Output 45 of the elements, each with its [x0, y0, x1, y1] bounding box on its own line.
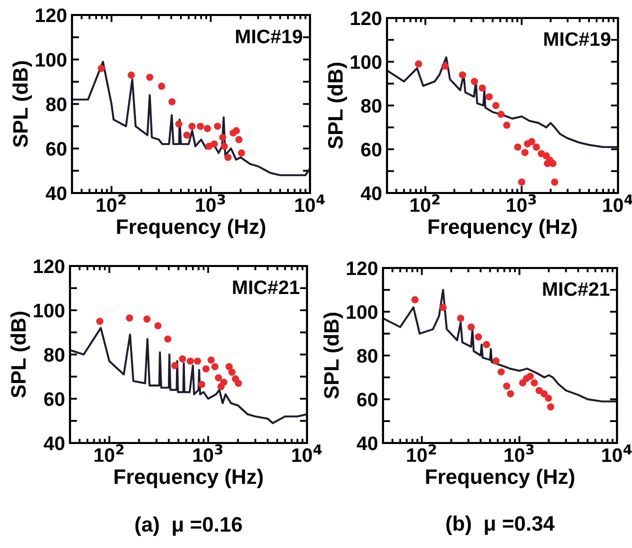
x-tick-label: 10$^{3}$ [196, 194, 226, 212]
y-tick-label: 80 [44, 348, 64, 362]
y-axis-title: SPL (dB) [10, 312, 30, 398]
annotation: MIC#19 [236, 30, 302, 44]
x-tick-label: 10$^{3}$ [504, 444, 534, 462]
x-axis-title: Frequency (Hz) [426, 468, 574, 488]
x-axis-title: Frequency (Hz) [117, 218, 266, 238]
y-tick-label: 40 [46, 186, 66, 200]
y-tick-label: 60 [46, 142, 66, 156]
x-tick-label: 10$^{3}$ [193, 444, 222, 462]
y-axis-title: SPL (dB) [12, 61, 32, 148]
x-tick-label: 10$^{2}$ [96, 194, 126, 212]
y-tick-label: 60 [361, 142, 382, 156]
annotation: MIC#19 [544, 32, 610, 46]
annotation: MIC#21 [543, 282, 610, 296]
x-tick-label: 10$^{4}$ [295, 194, 325, 212]
annotation: MIC#21 [233, 280, 300, 294]
y-tick-label: 120 [36, 8, 66, 22]
y-tick-label: 40 [356, 436, 378, 450]
y-tick-label: 80 [361, 98, 382, 113]
y-tick-label: 120 [34, 259, 64, 274]
y-tick-label: 100 [350, 55, 382, 69]
y-tick-label: 120 [346, 261, 378, 276]
x-tick-label: 10$^{2}$ [410, 194, 440, 212]
y-tick-label: 100 [36, 52, 66, 67]
y-tick-label: 100 [34, 304, 64, 318]
x-axis-title: Frequency (Hz) [114, 468, 263, 488]
x-tick-label: 10$^{4}$ [292, 444, 322, 462]
x-tick-label: 10$^{2}$ [407, 444, 436, 462]
y-axis-title: SPL (dB) [324, 312, 343, 399]
y-tick-label: 80 [357, 348, 378, 363]
y-tick-label: 60 [357, 392, 378, 406]
y-axis-title: SPL (dB) [328, 62, 347, 149]
y-tick-label: 80 [46, 97, 66, 112]
text: (a) μ =0.16 [135, 516, 242, 536]
x-tick-label: 10$^{4}$ [602, 444, 632, 462]
text: (b) μ =0.34 [446, 516, 555, 535]
x-axis-title: Frequency (Hz) [428, 218, 577, 238]
y-tick-label: 60 [44, 392, 64, 406]
y-tick-label: 40 [44, 436, 64, 450]
y-tick-label: 100 [346, 305, 378, 319]
x-tick-label: 10$^{2}$ [94, 444, 124, 462]
y-tick-label: 120 [350, 11, 382, 26]
x-tick-label: 10$^{3}$ [506, 194, 536, 212]
y-tick-label: 40 [360, 186, 382, 200]
